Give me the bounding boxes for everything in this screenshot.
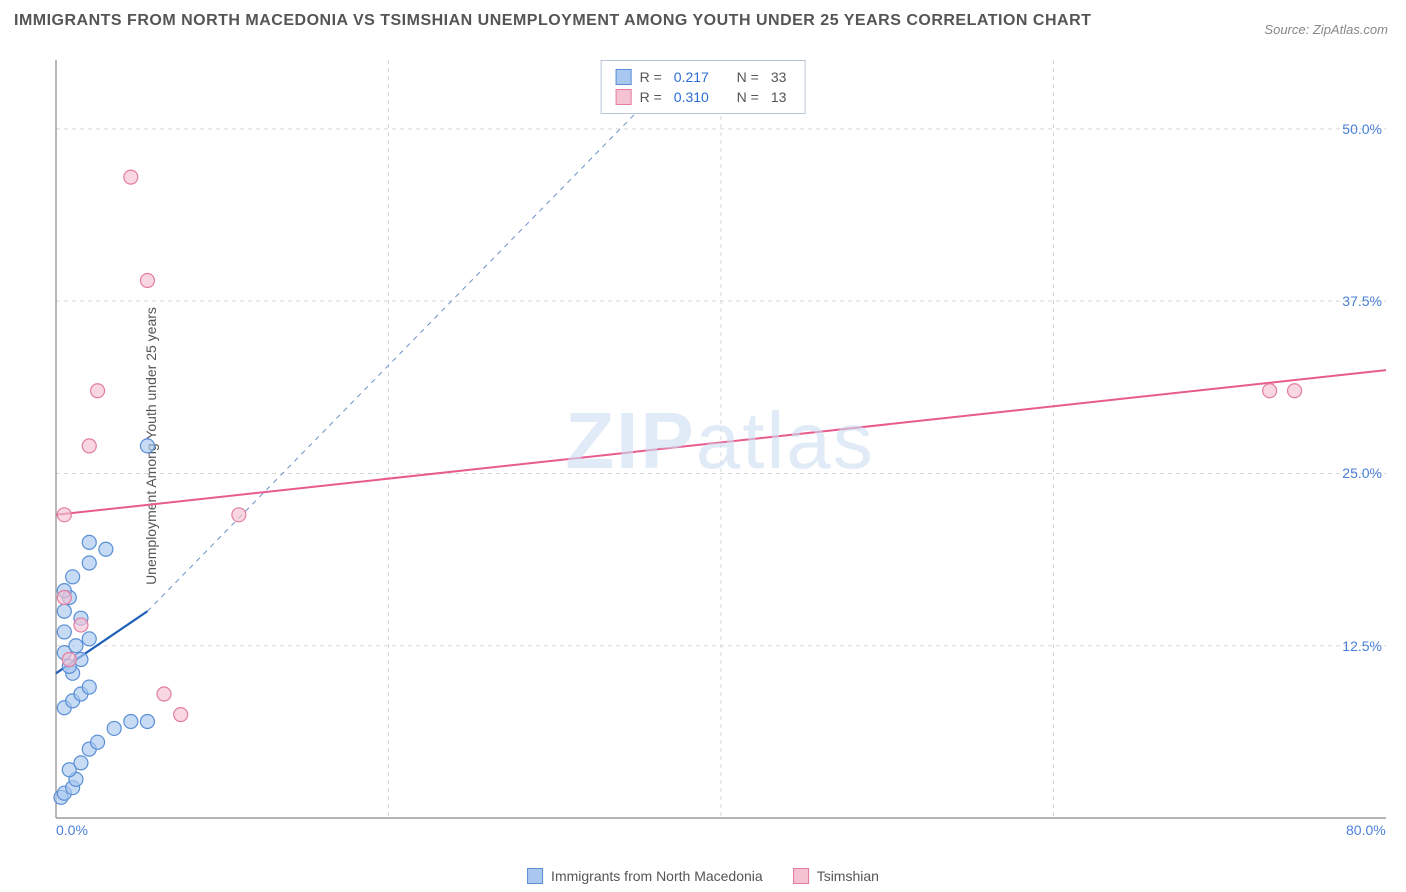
legend-series-item: Immigrants from North Macedonia (527, 868, 763, 884)
y-tick-label: 12.5% (1342, 638, 1382, 654)
y-tick-label: 37.5% (1342, 293, 1382, 309)
source-attribution: Source: ZipAtlas.com (1264, 22, 1388, 37)
legend-swatch (527, 868, 543, 884)
legend-N-label: N = (737, 69, 759, 85)
legend-series-item: Tsimshian (793, 868, 879, 884)
scatter-chart (50, 60, 1390, 840)
legend-swatch (616, 89, 632, 105)
legend-swatch (616, 69, 632, 85)
legend-N-label: N = (737, 89, 759, 105)
legend-R-label: R = (640, 89, 662, 105)
source-value: ZipAtlas.com (1313, 22, 1388, 37)
legend-correlation-box: R = 0.217 N = 33 R = 0.310 N = 13 (601, 60, 806, 114)
y-tick-label: 25.0% (1342, 465, 1382, 481)
x-tick-label: 80.0% (1346, 822, 1386, 838)
legend-series-label: Immigrants from North Macedonia (551, 868, 763, 884)
legend-R-label: R = (640, 69, 662, 85)
legend-R-value: 0.217 (674, 69, 709, 85)
legend-N-value: 13 (771, 89, 787, 105)
legend-swatch (793, 868, 809, 884)
chart-title: IMMIGRANTS FROM NORTH MACEDONIA VS TSIMS… (14, 12, 1091, 30)
y-tick-label: 50.0% (1342, 121, 1382, 137)
x-tick-label: 0.0% (56, 822, 88, 838)
legend-correlation-row: R = 0.310 N = 13 (616, 87, 791, 107)
source-label: Source: (1264, 22, 1309, 37)
legend-series-label: Tsimshian (817, 868, 879, 884)
legend-correlation-row: R = 0.217 N = 33 (616, 67, 791, 87)
chart-area: ZIPatlas 12.5%25.0%37.5%50.0%0.0%80.0% (50, 60, 1390, 840)
legend-series: Immigrants from North Macedonia Tsimshia… (527, 868, 879, 884)
legend-N-value: 33 (771, 69, 787, 85)
legend-R-value: 0.310 (674, 89, 709, 105)
